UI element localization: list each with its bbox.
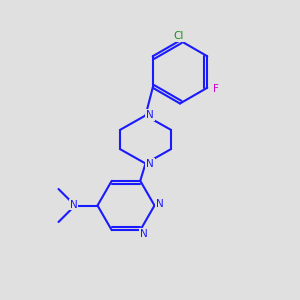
Text: Cl: Cl bbox=[173, 31, 184, 41]
Text: N: N bbox=[146, 159, 154, 169]
Text: N: N bbox=[156, 199, 164, 209]
Text: N: N bbox=[140, 229, 148, 239]
Text: N: N bbox=[146, 110, 154, 120]
Text: N: N bbox=[70, 200, 77, 210]
Text: F: F bbox=[213, 84, 219, 94]
